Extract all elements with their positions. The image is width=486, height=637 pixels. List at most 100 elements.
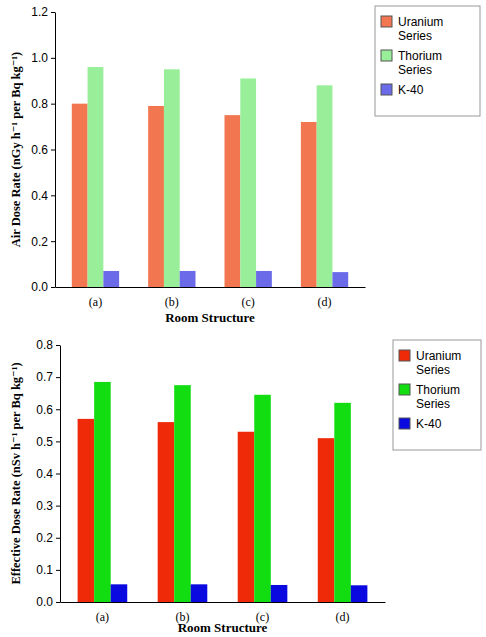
bar — [332, 272, 348, 287]
y-tick-label: 0.5 — [36, 435, 53, 449]
x-tick-label: (b) — [165, 295, 179, 309]
x-tick: (d) — [336, 602, 350, 624]
legend-box — [393, 340, 481, 450]
bars — [72, 67, 348, 287]
y-axis: 0.0 0.1 0.2 0.3 0.4 0.5 0.6 0.7 0.8 — [36, 338, 60, 609]
bar — [158, 422, 175, 602]
x-axis-title: Room Structure — [178, 620, 268, 635]
y-tick-label: 0.6 — [36, 403, 53, 417]
y-tick-mark — [51, 58, 55, 59]
y-tick-mark — [56, 345, 60, 346]
y-tick-label: 0.0 — [36, 595, 53, 609]
bar — [318, 438, 335, 602]
y-tick-label: 0.0 — [31, 280, 48, 294]
y-tick-mark — [56, 474, 60, 475]
y-tick-label: 0.2 — [31, 235, 48, 249]
y-axis-line — [60, 346, 61, 603]
x-tick: (d) — [318, 287, 332, 309]
x-tick-label: (a) — [89, 295, 102, 309]
y-tick: 0.7 — [36, 370, 60, 384]
y-tick: 0.6 — [36, 403, 60, 417]
y-axis-title: Air Dose Rate (nGy h⁻¹ per Bq kg⁻¹) — [9, 52, 23, 248]
y-tick: 0.6 — [31, 143, 55, 157]
x-tick-label: (d) — [318, 295, 332, 309]
bar — [351, 585, 368, 602]
legend: Uranium SeriesThorium SeriesK-40 — [375, 6, 480, 116]
bar — [238, 432, 255, 602]
y-tick: 0.2 — [36, 531, 60, 545]
legend: Uranium Series Thorium Series K-40 — [393, 340, 481, 450]
y-tick-mark — [56, 409, 60, 410]
y-tick-mark — [51, 150, 55, 151]
y-tick-mark — [56, 570, 60, 571]
y-tick-label: 0.2 — [36, 531, 53, 545]
bar — [148, 106, 164, 287]
bar — [271, 585, 288, 602]
y-tick-mark — [51, 195, 55, 196]
y-tick-mark — [51, 104, 55, 105]
y-axis-title: Effective Dose Rate (nSv h⁻¹ per Bq kg⁻¹… — [9, 362, 23, 584]
y-tick: 0.4 — [31, 189, 55, 203]
bar — [94, 382, 111, 602]
chart: 0.00.10.20.30.40.50.60.70.8(a)(b)(c)(d)R… — [9, 338, 481, 635]
legend-label: K-40 — [416, 417, 442, 431]
bar — [111, 584, 128, 602]
y-tick-label: 1.0 — [31, 51, 48, 65]
y-tick-mark — [51, 287, 55, 288]
legend-swatch — [381, 84, 392, 95]
bar — [103, 271, 119, 287]
x-tick-label: (d) — [336, 610, 350, 624]
legend-swatch — [399, 418, 410, 429]
y-tick-label: 0.3 — [36, 499, 53, 513]
y-tick: 1.2 — [31, 5, 55, 19]
bar — [72, 104, 88, 287]
bar — [301, 122, 317, 287]
bar — [78, 419, 95, 602]
bar — [225, 115, 241, 287]
y-tick-label: 0.4 — [36, 467, 53, 481]
x-tick-label: (c) — [242, 295, 255, 309]
chart: 0.00.20.40.60.81.01.2(a)(b)(c)(d)Room St… — [9, 5, 480, 325]
y-tick: 0.0 — [31, 280, 55, 294]
y-tick-mark — [56, 441, 60, 442]
x-axis-line — [61, 602, 386, 603]
x-tick-label: (a) — [96, 610, 109, 624]
y-tick: 0.8 — [36, 338, 60, 352]
y-tick-label: 1.2 — [31, 5, 48, 19]
figure: 0.0 0.2 0.4 0.6 0.8 1.0 1.2 (a) (b) (c) (d) Room St… — [0, 0, 486, 637]
y-tick-label: 0.4 — [31, 189, 48, 203]
legend-swatch — [381, 16, 392, 27]
y-tick-label: 0.7 — [36, 370, 53, 384]
x-axis-line — [56, 287, 366, 288]
y-axis-line — [55, 13, 56, 288]
y-tick-label: 0.8 — [36, 338, 53, 352]
y-tick-label: 0.1 — [36, 563, 53, 577]
y-tick: 0.8 — [31, 97, 55, 111]
bar — [174, 385, 191, 602]
y-tick: 0.2 — [31, 235, 55, 249]
x-tick: (a) — [89, 287, 102, 309]
y-tick-mark — [56, 538, 60, 539]
x-tick: (b) — [165, 287, 179, 309]
x-tick: (a) — [96, 602, 109, 624]
bar — [317, 85, 333, 287]
bar — [180, 271, 196, 287]
y-tick-label: 0.6 — [31, 143, 48, 157]
y-tick-mark — [56, 602, 60, 603]
y-tick: 0.5 — [36, 435, 60, 449]
y-tick: 0.3 — [36, 499, 60, 513]
y-tick-mark — [56, 377, 60, 378]
bar — [256, 271, 272, 287]
bar — [240, 78, 256, 287]
y-tick: 0.4 — [36, 467, 60, 481]
legend-label: Thorium Series — [398, 49, 445, 77]
bar — [164, 69, 180, 287]
legend-label: Uranium Series — [398, 15, 447, 43]
y-tick-mark — [51, 12, 55, 13]
y-tick: 0.0 — [36, 595, 60, 609]
legend-label: Uranium Series — [416, 349, 465, 377]
legend-label: Thorium Series — [416, 383, 463, 411]
y-tick: 0.1 — [36, 563, 60, 577]
legend-swatch — [399, 384, 410, 395]
y-tick-mark — [56, 506, 60, 507]
